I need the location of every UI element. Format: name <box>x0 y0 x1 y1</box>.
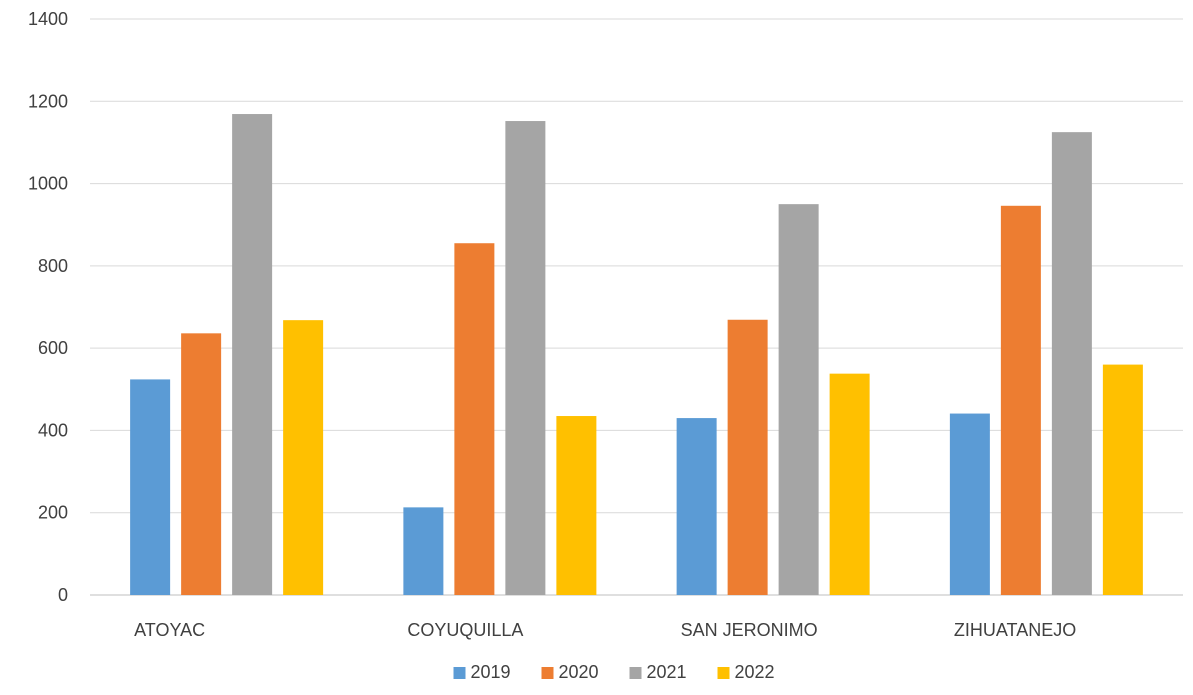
bar-2021-san-jeronimo <box>778 204 819 595</box>
legend-swatch-2022 <box>717 667 730 679</box>
bars <box>130 114 1143 595</box>
legend-swatch-2021 <box>629 667 642 679</box>
bar-2020-zihuatanejo <box>1000 205 1041 595</box>
bar-2020-coyuquilla <box>454 243 495 595</box>
bar-2020-san-jeronimo <box>727 319 768 595</box>
y-tick-label: 1400 <box>28 9 68 29</box>
bar-2019-san-jeronimo <box>676 418 717 595</box>
legend-label-2022: 2022 <box>735 662 775 682</box>
legend-swatch-2019 <box>453 667 466 679</box>
y-tick-label: 1200 <box>28 91 68 111</box>
bar-2020-atoyac <box>181 333 222 595</box>
bar-2019-atoyac <box>130 379 171 595</box>
bar-2022-san-jeronimo <box>829 373 870 595</box>
x-axis-ticks: ATOYAC COYUQUILLA SAN JERONIMO ZIHUATANEJO <box>134 620 1076 640</box>
bar-2022-zihuatanejo <box>1102 364 1143 595</box>
legend: 2019 2020 2021 2022 <box>453 662 775 682</box>
y-tick-label: 400 <box>38 420 68 440</box>
bar-2022-atoyac <box>283 320 324 595</box>
x-tick-label: ATOYAC <box>134 620 205 640</box>
bar-2021-coyuquilla <box>505 121 546 595</box>
gridlines <box>90 18 1183 596</box>
y-axis-ticks: 0 200 400 600 800 1000 1200 1400 <box>28 9 68 605</box>
bar-2019-coyuquilla <box>403 507 444 595</box>
y-tick-label: 600 <box>38 338 68 358</box>
legend-label-2019: 2019 <box>471 662 511 682</box>
y-tick-label: 200 <box>38 503 68 523</box>
x-tick-label: ZIHUATANEJO <box>954 620 1076 640</box>
bar-2022-coyuquilla <box>556 416 597 595</box>
y-tick-label: 0 <box>58 585 68 605</box>
legend-label-2021: 2021 <box>647 662 687 682</box>
bar-2021-zihuatanejo <box>1051 132 1092 595</box>
y-tick-label: 1000 <box>28 174 68 194</box>
bar-2019-zihuatanejo <box>949 413 990 595</box>
bar-2021-atoyac <box>232 114 273 595</box>
legend-swatch-2020 <box>541 667 554 679</box>
x-tick-label: COYUQUILLA <box>407 620 523 640</box>
y-tick-label: 800 <box>38 256 68 276</box>
x-tick-label: SAN JERONIMO <box>681 620 818 640</box>
legend-label-2020: 2020 <box>559 662 599 682</box>
